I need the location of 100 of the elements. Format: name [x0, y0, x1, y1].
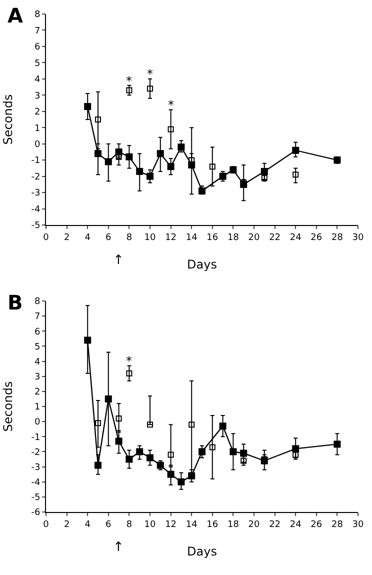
x-tick-label: 6: [106, 520, 112, 530]
x-tick-label: 26: [310, 232, 322, 243]
point: [230, 448, 237, 456]
point: [167, 470, 174, 478]
point: [334, 440, 341, 448]
point: [240, 450, 248, 457]
point: [136, 168, 144, 175]
point: [292, 172, 299, 178]
y-tick-label: 8: [34, 297, 40, 308]
y-tick-label: 2: [34, 108, 40, 118]
point: [168, 126, 174, 132]
point: [104, 395, 112, 402]
x-tick-label: 28: [331, 520, 344, 530]
text: ↑: [113, 540, 124, 555]
point: [178, 144, 185, 151]
x-axis-title: Days: [187, 544, 217, 559]
y-tick-label: -3: [31, 188, 40, 199]
point: [84, 336, 92, 344]
point: [136, 448, 144, 456]
point: [115, 438, 122, 445]
point: [95, 420, 101, 426]
x-tick-label: 26: [310, 520, 322, 530]
x-axis-title: Days: [187, 258, 217, 272]
point: [147, 86, 153, 92]
y-tick-label: -4: [31, 204, 40, 215]
y-tick-label: -6: [31, 508, 40, 518]
point: [292, 146, 300, 154]
annotation: *: [168, 98, 174, 112]
x-tick-label: 30: [352, 520, 364, 530]
point: [104, 158, 112, 166]
x-tick-label: 20: [248, 232, 260, 243]
y-tick-label: -3: [31, 462, 40, 473]
y-tick-label: 4: [34, 357, 40, 368]
y-axis-title: Seconds: [1, 94, 15, 145]
point: [178, 478, 185, 486]
y-tick-label: 7: [34, 312, 40, 322]
x-tick-label: 8: [126, 520, 132, 530]
y-tick-label: -5: [31, 221, 40, 232]
x-tick-label: 22: [269, 520, 281, 530]
point: [84, 103, 92, 110]
y-tick-label: -1: [31, 432, 40, 443]
x-tick-label: 14: [186, 520, 198, 530]
annotation: *: [126, 354, 132, 368]
y-tick-label: -2: [31, 448, 40, 458]
x-tick-label: 10: [144, 520, 156, 530]
x-tick-label: 0: [43, 520, 50, 530]
x-tick-label: 2: [64, 232, 70, 243]
y-tick-label: 2: [34, 388, 40, 398]
chart-title: B: [7, 290, 23, 315]
point: [198, 448, 206, 456]
y-tick-label: 0: [34, 418, 40, 428]
y-tick-label: 1: [34, 124, 40, 134]
x-tick-label: 24: [290, 232, 302, 243]
x-tick-label: 10: [144, 232, 156, 243]
x-tick-label: 0: [43, 232, 50, 243]
y-tick-label: -4: [31, 478, 40, 488]
x-tick-label: 4: [84, 520, 91, 530]
y-axis-title: Seconds: [1, 381, 15, 432]
text: ↑: [113, 253, 124, 268]
point: [94, 462, 102, 469]
x-tick-label: 14: [186, 232, 198, 243]
point: [146, 454, 154, 462]
point: [209, 164, 216, 170]
annotation: *: [126, 74, 132, 88]
y-tick-label: 4: [34, 75, 40, 86]
x-tick-label: 28: [331, 232, 344, 243]
x-tick-label: 16: [206, 232, 218, 243]
x-tick-label: 18: [227, 232, 240, 243]
x-tick-label: 12: [165, 232, 177, 243]
y-tick-label: 6: [34, 327, 40, 338]
y-tick-label: -2: [31, 172, 40, 182]
x-tick-label: 12: [165, 520, 177, 530]
point: [167, 163, 174, 170]
point: [209, 444, 216, 450]
y-tick-label: -5: [31, 493, 40, 504]
y-tick-label: 1: [34, 402, 40, 413]
point: [146, 172, 154, 180]
point: [188, 422, 195, 428]
point: [188, 472, 196, 480]
point: [126, 153, 133, 160]
x-tick-label: 30: [352, 232, 364, 243]
point: [168, 452, 174, 458]
x-tick-label: 4: [84, 232, 91, 243]
y-tick-label: -1: [31, 156, 40, 166]
point: [147, 422, 153, 428]
point: [95, 116, 101, 122]
y-tick-label: 5: [34, 342, 40, 352]
y-tick-label: 0: [34, 140, 40, 150]
x-tick-label: 18: [227, 520, 240, 530]
point: [94, 150, 102, 158]
y-tick-label: 5: [34, 58, 40, 69]
x-tick-label: 6: [106, 232, 112, 243]
point: [116, 416, 122, 422]
point: [126, 456, 133, 463]
point: [126, 370, 132, 376]
x-tick-label: 20: [248, 520, 260, 530]
x-tick-label: 22: [269, 232, 281, 243]
annotation: *: [147, 67, 153, 81]
y-tick-label: 7: [34, 26, 40, 36]
x-tick-label: 16: [206, 520, 218, 530]
